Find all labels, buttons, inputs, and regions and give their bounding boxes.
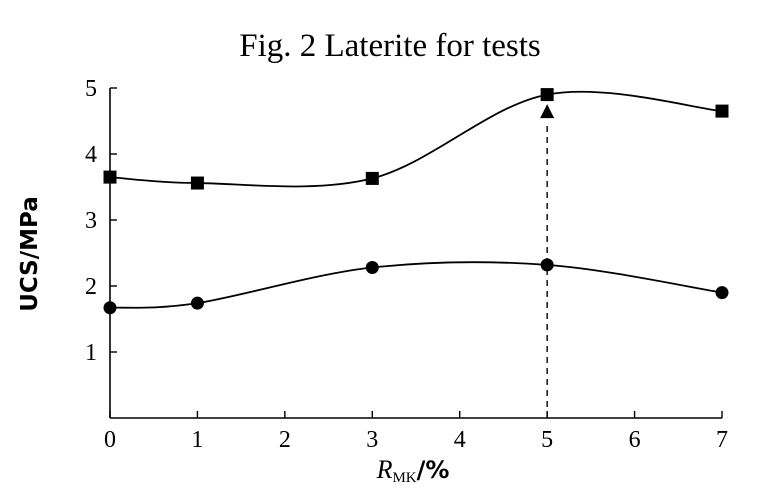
series-2-circle-point bbox=[540, 258, 554, 272]
series-2-circle-point bbox=[190, 296, 204, 310]
x-axis-label-symbol: R bbox=[376, 455, 393, 484]
series-layer bbox=[103, 88, 729, 315]
y-tick-label: 1 bbox=[85, 340, 97, 366]
y-ticks: 1 2 3 4 5 bbox=[85, 76, 117, 366]
annotation-layer bbox=[540, 104, 555, 418]
y-tick-label: 5 bbox=[85, 76, 97, 102]
x-tick-label: 7 bbox=[716, 427, 728, 453]
plot-area: 0 1 2 3 4 5 6 7 1 2 3 4 5 bbox=[85, 76, 729, 453]
y-tick-label: 3 bbox=[85, 208, 97, 234]
x-tick-label: 1 bbox=[191, 427, 203, 453]
series-2-circle-point bbox=[365, 261, 379, 275]
y-axis-label: UCS/MPa bbox=[17, 196, 43, 312]
x-tick-label: 5 bbox=[541, 427, 553, 453]
x-axis-label: RMK/% bbox=[376, 455, 450, 486]
x-tick-label: 3 bbox=[366, 427, 378, 453]
x-tick-label: 0 bbox=[104, 427, 116, 453]
series-1-square-point bbox=[540, 88, 554, 102]
series-1-square-point bbox=[190, 176, 204, 190]
x-ticks: 0 1 2 3 4 5 6 7 bbox=[104, 411, 728, 453]
axes-layer bbox=[109, 88, 722, 419]
series-1-square-point bbox=[715, 104, 729, 118]
series-2-line bbox=[109, 261, 723, 309]
series-1-square-point bbox=[365, 171, 379, 185]
chart-title: Fig. 2 Laterite for tests bbox=[239, 28, 541, 64]
y-tick-label: 4 bbox=[85, 142, 97, 168]
x-tick-label: 4 bbox=[454, 427, 466, 453]
x-axis-label-subscript: MK bbox=[392, 470, 416, 486]
y-tick-label: 2 bbox=[85, 274, 97, 300]
x-axis-label-unit: /% bbox=[417, 456, 450, 484]
x-tick-label: 2 bbox=[279, 427, 291, 453]
arrow-head-icon bbox=[540, 104, 555, 119]
series-1-line bbox=[109, 90, 723, 188]
x-tick-label: 6 bbox=[629, 427, 641, 453]
series-2-circle-point bbox=[715, 286, 729, 300]
